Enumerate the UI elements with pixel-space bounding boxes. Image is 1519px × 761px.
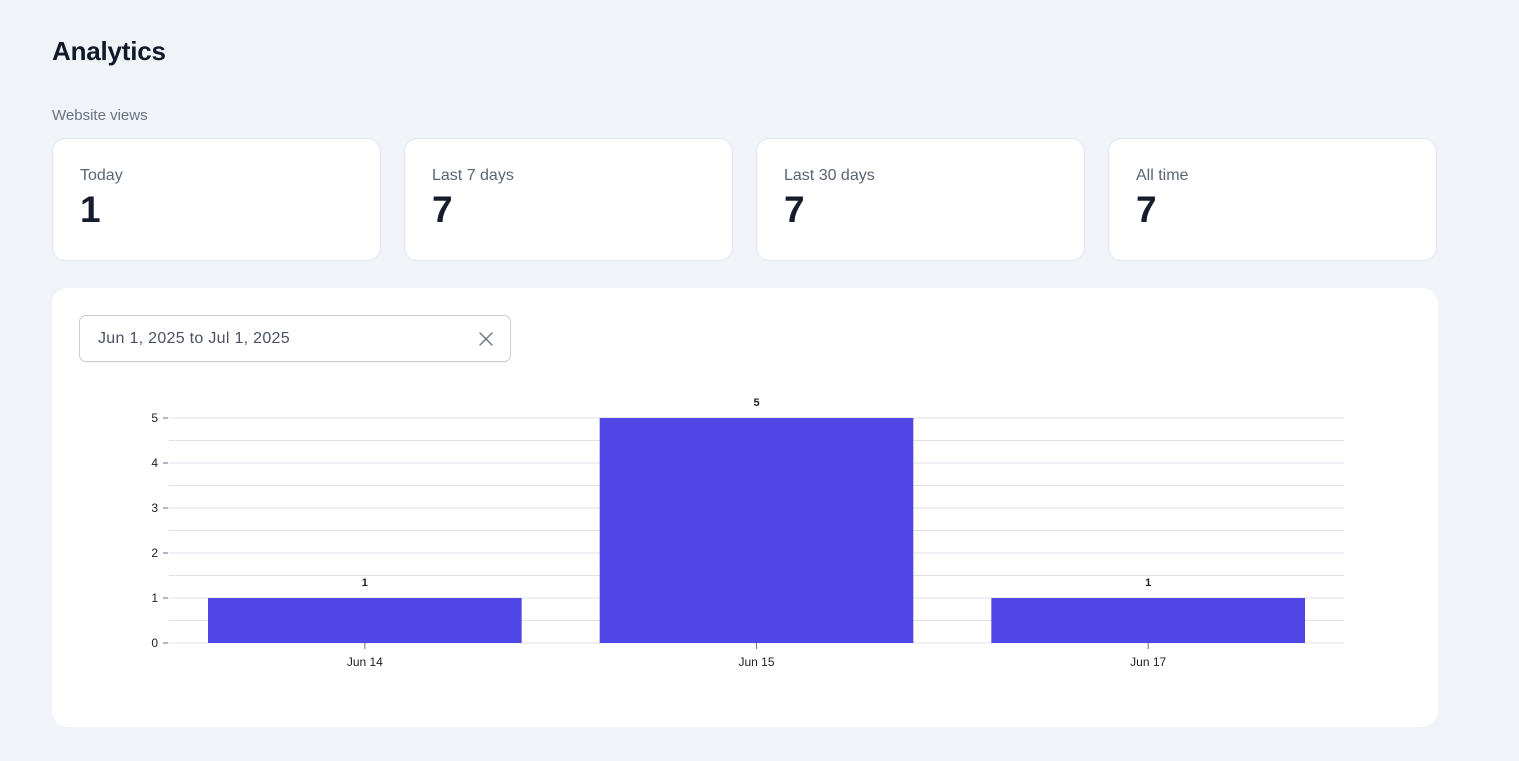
y-tick-label: 4 <box>151 456 158 470</box>
data-label: 5 <box>753 397 759 409</box>
stat-card-last-30-days: Last 30 days 7 <box>756 138 1085 261</box>
bar <box>599 418 914 643</box>
stat-value: 7 <box>432 189 453 230</box>
close-icon[interactable] <box>476 329 496 349</box>
date-range-value: Jun 1, 2025 to Jul 1, 2025 <box>98 329 290 347</box>
date-range-input[interactable]: Jun 1, 2025 to Jul 1, 2025 <box>79 315 511 362</box>
stat-value: 7 <box>1136 189 1157 230</box>
data-label: 1 <box>1145 577 1151 589</box>
x-tick-label: Jun 14 <box>347 655 383 669</box>
data-label: 1 <box>362 577 368 589</box>
y-tick-label: 1 <box>151 591 158 605</box>
website-views-label: Website views <box>52 107 148 124</box>
stat-label: Last 7 days <box>432 167 514 184</box>
x-tick-label: Jun 15 <box>738 655 774 669</box>
x-tick-label: Jun 17 <box>1130 655 1166 669</box>
bar <box>991 598 1305 643</box>
stat-card-all-time: All time 7 <box>1108 138 1437 261</box>
y-tick-label: 0 <box>151 636 158 650</box>
stat-value: 1 <box>80 189 101 230</box>
stat-label: Last 30 days <box>784 167 875 184</box>
chart-card: 0 1 2 3 4 5 1 Jun 14 5 Jun 15 1 Jun 17 Jun 1, 2025 … <box>52 288 1438 727</box>
y-tick-label: 5 <box>151 411 158 425</box>
y-tick-label: 3 <box>151 501 158 515</box>
stats-row: Today 1 Last 7 days 7 Last 30 days 7 All… <box>52 138 1437 261</box>
stat-card-today: Today 1 <box>52 138 381 261</box>
y-tick-label: 2 <box>151 546 158 560</box>
stat-label: Today <box>80 167 123 184</box>
page-title: Analytics <box>52 36 166 66</box>
bar-chart: 0 1 2 3 4 5 1 Jun 14 5 Jun 15 1 Jun 17 <box>151 397 1344 669</box>
stat-card-last-7-days: Last 7 days 7 <box>404 138 733 261</box>
stat-value: 7 <box>784 189 805 230</box>
bar <box>208 598 522 643</box>
stat-label: All time <box>1136 167 1189 184</box>
